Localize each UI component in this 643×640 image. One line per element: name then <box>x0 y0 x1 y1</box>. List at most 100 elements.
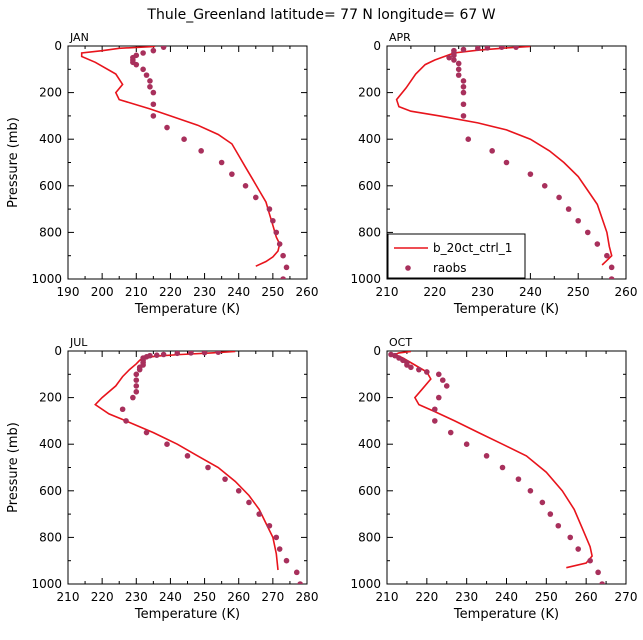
raobs-point <box>435 371 442 378</box>
raobs-point <box>205 464 211 471</box>
y-tick-label: 0 <box>373 39 381 53</box>
y-tick-label: 1000 <box>31 272 62 286</box>
raobs-point <box>198 148 204 154</box>
raobs-point <box>556 194 562 201</box>
x-axis-label: Temperature (K) <box>134 302 240 317</box>
raobs-point <box>455 60 462 67</box>
legend-model-label: b_20ct_ctrl_1 <box>433 241 512 255</box>
x-tick-label: 220 <box>415 590 438 604</box>
raobs-point <box>584 229 591 236</box>
y-tick-label: 400 <box>39 132 62 146</box>
raobs-point <box>547 511 554 517</box>
raobs-point <box>276 241 283 247</box>
raobs-point <box>460 83 467 90</box>
raobs-point <box>432 418 438 424</box>
raobs-point <box>283 557 290 564</box>
raobs-point <box>181 136 187 142</box>
y-tick-label: 600 <box>39 179 62 193</box>
y-tick-label: 600 <box>358 484 381 498</box>
raobs-point <box>541 183 548 189</box>
raobs-point <box>229 171 235 177</box>
x-tick-label: 260 <box>615 285 638 299</box>
x-tick-label: 210 <box>57 590 80 604</box>
raobs-point <box>160 46 167 50</box>
plot-frame <box>67 350 308 585</box>
x-tick-label: 270 <box>615 590 638 604</box>
raobs-point <box>463 441 470 448</box>
raobs-point <box>215 351 222 355</box>
model-profile-line <box>94 351 279 571</box>
x-tick-label: 250 <box>535 590 558 604</box>
raobs-point <box>460 89 467 96</box>
raobs-point <box>130 394 136 401</box>
raobs-point <box>539 499 546 506</box>
x-tick-label: 210 <box>376 285 399 299</box>
raobs-point <box>266 206 273 212</box>
raobs-point <box>218 159 225 166</box>
raobs-point <box>153 352 160 358</box>
y-tick-label: 800 <box>39 225 62 239</box>
raobs-point <box>465 136 472 142</box>
raobs-point <box>439 377 446 383</box>
raobs-point <box>119 406 126 413</box>
x-tick-label: 240 <box>495 590 518 604</box>
x-tick-label: 220 <box>159 285 182 299</box>
raobs-point <box>150 101 157 108</box>
raobs-point <box>252 194 259 201</box>
raobs-point <box>555 522 562 529</box>
x-tick-label: 210 <box>125 285 148 299</box>
y-tick-label: 0 <box>373 344 381 358</box>
raobs-point <box>460 113 467 119</box>
raobs-point <box>143 429 150 436</box>
panel-jul: JUL 210 220 230 240 250 260 270 280 0 200 400 600 800… <box>6 336 318 622</box>
x-tick-label: 230 <box>471 285 494 299</box>
legend-obs-label: raobs <box>433 261 467 275</box>
raobs-point <box>575 217 581 224</box>
raobs-point <box>143 72 150 78</box>
y-axis-label: Pressure (mb) <box>6 422 21 513</box>
x-tick-label: 210 <box>376 590 399 604</box>
raobs-point <box>184 453 191 459</box>
raobs-point <box>447 429 454 436</box>
x-axis-label: Temperature (K) <box>453 302 559 317</box>
plot-frame <box>67 45 308 280</box>
raobs-point <box>443 383 450 389</box>
plot-area <box>80 46 290 279</box>
x-tick-label: 220 <box>423 285 446 299</box>
raobs-point <box>484 46 491 51</box>
panel-label: OCT <box>389 336 412 349</box>
raobs-point <box>150 113 157 119</box>
x-tick-label: 200 <box>91 285 114 299</box>
raobs-point <box>608 276 615 279</box>
raobs-point <box>435 394 442 401</box>
raobs-point <box>489 148 495 154</box>
y-tick-label: 800 <box>358 530 381 544</box>
raobs-point <box>160 351 167 358</box>
raobs-point <box>164 124 170 131</box>
raobs-point <box>222 476 228 482</box>
raobs-point <box>273 534 280 541</box>
raobs-point <box>150 47 157 54</box>
raobs-point <box>575 546 581 552</box>
raobs-point <box>513 46 519 50</box>
x-tick-label: 190 <box>57 285 80 299</box>
panel-apr: APR 210 220 230 240 250 260 0 200 400 600 800 1000 Te… <box>350 31 637 317</box>
raobs-point <box>201 351 208 356</box>
y-tick-label: 0 <box>54 344 62 358</box>
x-tick-label: 260 <box>227 590 250 604</box>
raobs-point <box>432 406 438 413</box>
raobs-point <box>594 241 601 247</box>
y-tick-label: 400 <box>358 437 381 451</box>
raobs-point <box>527 488 534 494</box>
raobs-point <box>283 264 290 271</box>
panel-oct: OCT 210 220 230 240 250 260 270 0 200 400 600 800 100… <box>350 336 637 622</box>
raobs-point <box>256 511 263 517</box>
y-axis-label: Pressure (mb) <box>6 117 21 208</box>
y-tick-label: 800 <box>358 225 381 239</box>
raobs-point <box>599 581 605 584</box>
x-axis-label: Temperature (K) <box>453 607 559 622</box>
x-tick-label: 250 <box>567 285 590 299</box>
x-tick-label: 270 <box>261 590 284 604</box>
raobs-point <box>147 78 153 84</box>
